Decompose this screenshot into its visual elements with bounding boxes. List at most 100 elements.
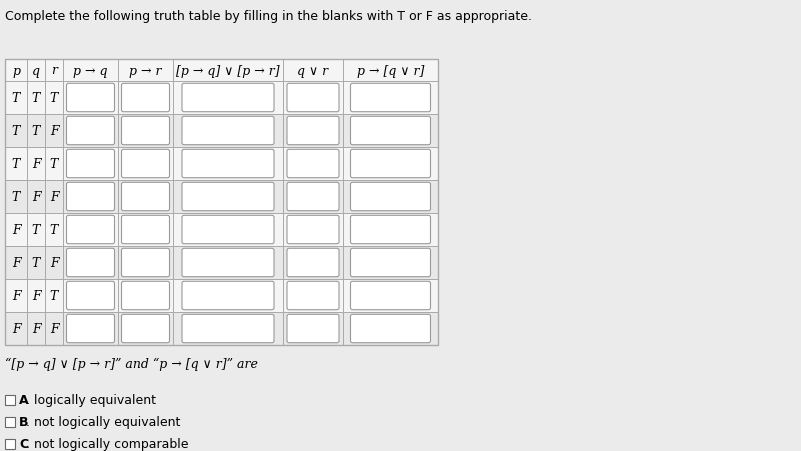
FancyBboxPatch shape — [66, 216, 115, 244]
Bar — [5, 82, 27, 115]
Bar — [343, 147, 438, 180]
Bar — [63, 279, 118, 312]
Bar — [283, 246, 343, 279]
Bar — [118, 213, 173, 246]
Bar — [118, 279, 173, 312]
FancyBboxPatch shape — [351, 249, 430, 277]
Bar — [283, 279, 343, 312]
Text: “[p → q] ∨ [p → r]” and “p → [q ∨ r]” are: “[p → q] ∨ [p → r]” and “p → [q ∨ r]” ar… — [5, 357, 258, 370]
Bar — [5, 312, 27, 345]
Text: A: A — [19, 394, 29, 407]
Text: [p → q] ∨ [p → r]: [p → q] ∨ [p → r] — [176, 64, 280, 77]
Text: r: r — [51, 64, 57, 77]
Text: q ∨ r: q ∨ r — [297, 64, 328, 77]
Bar — [283, 213, 343, 246]
FancyBboxPatch shape — [351, 216, 430, 244]
Text: T: T — [32, 92, 40, 105]
Text: T: T — [50, 290, 58, 302]
Text: T: T — [32, 224, 40, 236]
FancyBboxPatch shape — [287, 249, 339, 277]
FancyBboxPatch shape — [287, 282, 339, 310]
Bar — [45, 82, 63, 115]
Bar — [5, 246, 27, 279]
Bar — [173, 180, 283, 213]
FancyBboxPatch shape — [122, 84, 170, 112]
Bar — [118, 147, 173, 180]
Text: F: F — [50, 257, 58, 269]
Text: T: T — [50, 158, 58, 170]
Text: p: p — [12, 64, 20, 77]
Text: C: C — [19, 437, 28, 451]
Bar — [5, 213, 27, 246]
Text: F: F — [50, 191, 58, 203]
Bar — [343, 82, 438, 115]
Bar — [5, 115, 27, 147]
Bar — [173, 279, 283, 312]
Text: F: F — [32, 158, 40, 170]
Bar — [283, 60, 343, 82]
FancyBboxPatch shape — [182, 150, 274, 178]
Bar — [27, 312, 45, 345]
Bar — [45, 312, 63, 345]
Text: T: T — [32, 125, 40, 138]
Bar — [63, 213, 118, 246]
Bar — [45, 180, 63, 213]
Bar — [5, 180, 27, 213]
Bar — [27, 115, 45, 147]
FancyBboxPatch shape — [66, 150, 115, 178]
Bar — [173, 147, 283, 180]
Bar — [118, 82, 173, 115]
Text: B: B — [19, 415, 29, 428]
Text: F: F — [12, 257, 20, 269]
Bar — [27, 279, 45, 312]
FancyBboxPatch shape — [66, 183, 115, 211]
FancyBboxPatch shape — [66, 84, 115, 112]
Text: T: T — [12, 191, 20, 203]
Text: F: F — [12, 224, 20, 236]
Bar — [5, 60, 27, 82]
FancyBboxPatch shape — [287, 150, 339, 178]
FancyBboxPatch shape — [182, 315, 274, 343]
FancyBboxPatch shape — [287, 84, 339, 112]
Text: F: F — [12, 290, 20, 302]
FancyBboxPatch shape — [351, 117, 430, 145]
FancyBboxPatch shape — [351, 84, 430, 112]
FancyBboxPatch shape — [66, 249, 115, 277]
FancyBboxPatch shape — [287, 216, 339, 244]
Bar — [283, 312, 343, 345]
Text: T: T — [50, 92, 58, 105]
Bar — [343, 115, 438, 147]
FancyBboxPatch shape — [66, 315, 115, 343]
Bar — [63, 246, 118, 279]
Text: F: F — [32, 322, 40, 335]
Bar — [63, 82, 118, 115]
Text: . not logically comparable: . not logically comparable — [26, 437, 188, 451]
Bar — [63, 180, 118, 213]
FancyBboxPatch shape — [351, 150, 430, 178]
FancyBboxPatch shape — [66, 282, 115, 310]
Bar — [173, 213, 283, 246]
Text: F: F — [50, 322, 58, 335]
Bar — [45, 279, 63, 312]
FancyBboxPatch shape — [122, 282, 170, 310]
Bar — [343, 312, 438, 345]
FancyBboxPatch shape — [122, 150, 170, 178]
FancyBboxPatch shape — [182, 249, 274, 277]
Bar — [27, 147, 45, 180]
Text: F: F — [32, 191, 40, 203]
Bar — [173, 60, 283, 82]
Bar — [5, 279, 27, 312]
Bar — [63, 60, 118, 82]
FancyBboxPatch shape — [351, 183, 430, 211]
Bar — [118, 115, 173, 147]
FancyBboxPatch shape — [182, 282, 274, 310]
Text: p → [q ∨ r]: p → [q ∨ r] — [356, 64, 425, 77]
Bar — [5, 60, 438, 345]
Bar — [45, 115, 63, 147]
FancyBboxPatch shape — [182, 84, 274, 112]
FancyBboxPatch shape — [351, 282, 430, 310]
FancyBboxPatch shape — [182, 117, 274, 145]
FancyBboxPatch shape — [122, 315, 170, 343]
FancyBboxPatch shape — [122, 249, 170, 277]
Text: q: q — [32, 64, 40, 77]
